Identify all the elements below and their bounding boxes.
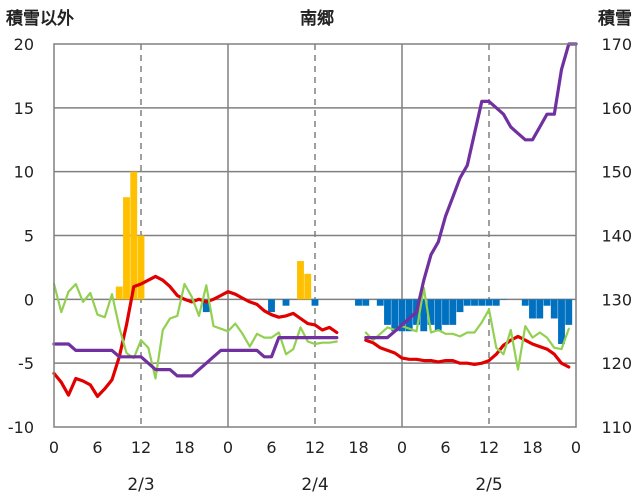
date-label: 2/5 — [475, 475, 502, 495]
left-tick-label: -5 — [18, 354, 34, 373]
x-tick-label: 0 — [397, 438, 407, 457]
chart-title: 南郷 — [300, 8, 334, 29]
right-tick-label: 110 — [601, 418, 632, 437]
snow_depth-line — [52, 336, 339, 378]
snowfall_bar-bar — [137, 235, 145, 300]
date-label: 2/3 — [127, 475, 154, 495]
x-tick-label: 6 — [440, 438, 450, 457]
right-axis-title: 積雪 — [598, 8, 632, 29]
left-tick-label: 15 — [14, 99, 34, 118]
left-tick-label: -10 — [8, 418, 34, 437]
left-tick-label: 5 — [24, 227, 34, 246]
x-tick-label: 18 — [348, 438, 368, 457]
right-tick-label: 150 — [601, 163, 632, 182]
temperature-line — [52, 274, 339, 398]
snow_decrease_bar-bar — [478, 299, 486, 306]
snow_decrease_bar-bar — [565, 299, 573, 325]
snowfall_bar-bar — [304, 273, 312, 300]
snow_decrease_bar-bar — [391, 299, 399, 332]
snow_decrease_bar-bar — [529, 299, 536, 319]
snow_decrease_bar-bar — [500, 299, 507, 300]
snow_decrease_bar-bar — [398, 299, 406, 332]
snowfall_bar-bar — [115, 286, 123, 300]
snow_decrease_bar-bar — [282, 299, 290, 306]
snow_decrease_bar-bar — [268, 299, 275, 313]
x-tick-label: 18 — [174, 438, 194, 457]
right-tick-label: 120 — [601, 354, 632, 373]
x-tick-label: 12 — [305, 438, 325, 457]
x-tick-label: 18 — [522, 438, 542, 457]
left-axis-title: 積雪以外 — [6, 8, 74, 29]
snow_decrease_bar-bar — [311, 299, 319, 306]
temperature-line — [364, 334, 571, 369]
snow_decrease_bar-bar — [485, 299, 493, 306]
humidity_line-line — [52, 282, 338, 380]
snow_decrease_bar-bar — [434, 299, 442, 332]
x-tick-label: 6 — [266, 438, 276, 457]
snow_decrease_bar-bar — [420, 299, 428, 332]
snow_decrease_bar-bar — [558, 299, 565, 345]
right-tick-label: 160 — [601, 99, 632, 118]
snow_decrease_bar-bar — [405, 299, 413, 332]
x-tick-label: 0 — [223, 438, 233, 457]
snow_decrease_bar-bar — [456, 299, 464, 313]
plot-frame — [53, 43, 577, 428]
snow_decrease_bar-bar — [543, 299, 551, 306]
line-series — [52, 42, 578, 398]
left-tick-label: 0 — [24, 290, 34, 309]
right-tick-label: 140 — [601, 227, 632, 246]
x-tick-label: 6 — [92, 438, 102, 457]
snow_decrease_bar-bar — [550, 299, 558, 319]
snow_decrease_bar-bar — [202, 299, 210, 313]
snow_decrease_bar-bar — [463, 299, 471, 306]
right-tick-label: 130 — [601, 290, 632, 309]
x-tick-label: 0 — [571, 438, 581, 457]
snow_depth-line — [364, 42, 578, 340]
snowfall_bar-bar — [123, 197, 130, 300]
snow_decrease_bar-bar — [442, 299, 449, 325]
right-tick-label: 170 — [601, 35, 632, 54]
snow_decrease_bar-bar — [536, 299, 544, 319]
left-tick-label: 10 — [14, 163, 34, 182]
snow_decrease_bar-bar — [427, 299, 435, 325]
x-tick-label: 0 — [49, 438, 59, 457]
date-label: 2/4 — [301, 475, 328, 495]
snowfall_bar-bar — [297, 261, 304, 300]
x-tick-label: 12 — [479, 438, 499, 457]
snow_decrease_bar-bar — [362, 299, 370, 306]
snow_decrease_bar-bar — [449, 299, 457, 325]
snow_decrease_bar-bar — [376, 299, 384, 306]
snow_decrease_bar-bar — [521, 299, 529, 306]
snow_decrease_bar-bar — [384, 299, 391, 325]
snow_decrease_bar-bar — [355, 299, 362, 306]
snow_decrease_bar-bar — [492, 299, 500, 306]
snowfall_bar-bar — [130, 171, 138, 300]
bar-series — [115, 171, 573, 345]
x-tick-label: 12 — [131, 438, 151, 457]
snow_decrease_bar-bar — [471, 299, 478, 306]
left-tick-label: 20 — [14, 35, 34, 54]
